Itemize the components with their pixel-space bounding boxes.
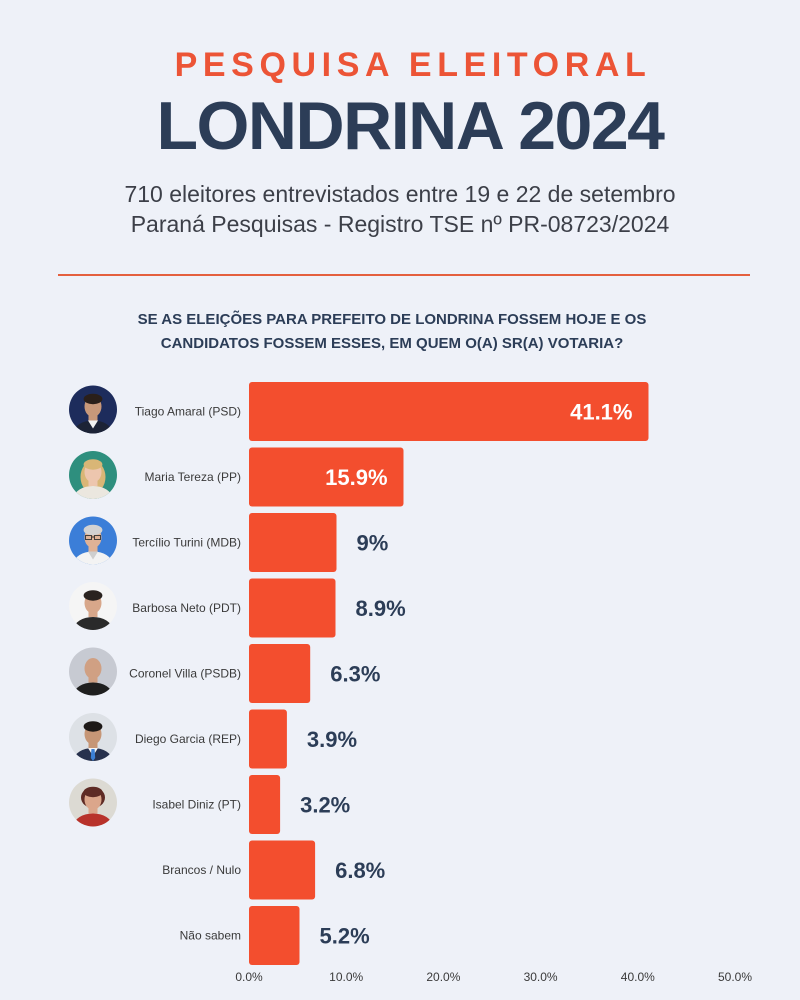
avatar-tie [90, 749, 96, 761]
chart-question-line-1: SE AS ELEIÇÕES PARA PREFEITO DE LONDRINA… [138, 310, 647, 328]
avatar-hair-top [83, 524, 103, 536]
avatar-face [84, 658, 102, 679]
avatar-hair-top [83, 721, 103, 732]
value-label: 8.9% [356, 596, 406, 621]
avatar-photo [69, 582, 117, 630]
bar-row: Brancos / Nulo 6.8% [162, 840, 385, 900]
value-label: 3.2% [300, 793, 350, 818]
avatar-shoulders [74, 617, 112, 630]
bar-row: Coronel Villa (PSDB) 6.3% [69, 644, 380, 703]
bar [249, 644, 311, 703]
value-label: 3.9% [307, 727, 357, 752]
x-tick-label: 30.0% [524, 970, 558, 984]
avatar-portrait [74, 393, 112, 434]
bar [249, 578, 336, 638]
avatar-shoulders [74, 551, 112, 565]
bar-row: Barbosa Neto (PDT) 8.9% [69, 578, 406, 638]
avatar-photo [69, 713, 117, 761]
avatar-shoulders [74, 486, 112, 499]
category-label: Barbosa Neto (PDT) [132, 601, 241, 615]
value-label: 41.1% [570, 400, 632, 425]
avatar-portrait [74, 786, 112, 827]
avatar-shoulders [74, 813, 112, 827]
chart-question-line-2: CANDIDATOS FOSSEM ESSES, EM QUEM O(A) SR… [161, 335, 624, 352]
subtitle-source: Paraná Pesquisas - Registro TSE nº PR-08… [131, 211, 670, 237]
avatar-portrait [74, 459, 112, 499]
bar [249, 513, 337, 572]
value-label: 6.8% [335, 858, 385, 883]
x-tick-label: 50.0% [718, 970, 752, 984]
bar [249, 709, 287, 769]
category-label: Tercílio Turini (MDB) [132, 536, 241, 550]
avatar-collar [88, 551, 98, 560]
category-label: Brancos / Nulo [162, 863, 241, 877]
category-label: Isabel Diniz (PT) [152, 798, 241, 812]
bar-chart: Tiago Amaral (PSD) 41.1% Maria Tereza (PP)… [69, 382, 752, 984]
avatar-photo [69, 778, 117, 827]
bar-row: Tercílio Turini (MDB) 9% [69, 513, 388, 572]
avatar-shoulders [74, 420, 112, 434]
avatar-collar [88, 420, 98, 429]
avatar-photo [69, 385, 117, 434]
category-label: Tiago Amaral (PSD) [135, 405, 241, 419]
avatar-hair-top [83, 786, 103, 798]
avatar-photo [69, 516, 117, 565]
page-title: LONDRINA 2024 [156, 88, 665, 164]
x-tick-label: 0.0% [235, 970, 263, 984]
bar [249, 840, 316, 900]
avatar-hair-top [83, 590, 103, 601]
bar-row: Isabel Diniz (PT) 3.2% [69, 775, 350, 834]
bar [249, 775, 281, 834]
avatar-photo [69, 451, 117, 499]
x-tick-label: 40.0% [621, 970, 655, 984]
bar-row: Não sabem 5.2% [180, 906, 370, 965]
value-label: 6.3% [330, 662, 380, 687]
subtitle-sample: 710 eleitores entrevistados entre 19 e 2… [124, 181, 675, 207]
x-tick-label: 10.0% [329, 970, 363, 984]
category-label: Coronel Villa (PSDB) [129, 667, 241, 681]
bar [249, 382, 649, 441]
category-label: Diego Garcia (REP) [135, 732, 241, 746]
avatar-portrait [74, 721, 112, 761]
bar [249, 906, 300, 965]
bar [249, 447, 404, 507]
x-tick-label: 20.0% [426, 970, 460, 984]
avatar-portrait [74, 658, 112, 696]
value-label: 9% [356, 531, 388, 556]
value-label: 5.2% [320, 924, 370, 949]
avatar-glasses-right [94, 535, 101, 540]
avatar-glasses-left [85, 535, 92, 540]
category-label: Não sabem [180, 929, 241, 943]
avatar-portrait [74, 590, 112, 630]
avatar-hair-top [83, 393, 103, 405]
value-label: 15.9% [325, 465, 387, 490]
avatar-portrait [74, 524, 112, 565]
avatar-hair-top [83, 459, 103, 470]
avatar-shoulders [74, 682, 112, 696]
avatar-photo [69, 647, 117, 696]
category-label: Maria Tereza (PP) [145, 470, 241, 484]
bar-row: Tiago Amaral (PSD) 41.1% [69, 382, 649, 441]
bar-row: Diego Garcia (REP) 3.9% [69, 709, 357, 769]
bar-row: Maria Tereza (PP) 15.9% [69, 447, 404, 507]
kicker-title: PESQUISA ELEITORAL [175, 46, 652, 84]
